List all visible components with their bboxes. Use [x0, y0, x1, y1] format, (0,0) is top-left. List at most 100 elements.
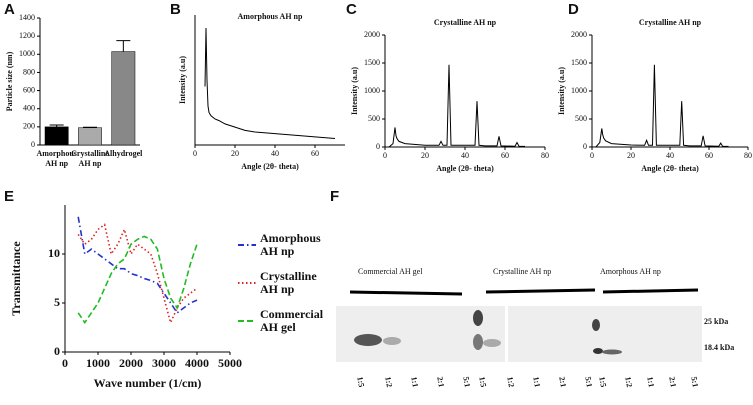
lane-label: 1:5	[355, 376, 366, 388]
panel-label: B	[170, 1, 181, 18]
x-axis-label: Wave number (1/cm)	[94, 376, 202, 390]
x-tick-label: 2000	[119, 356, 143, 370]
panel-label: D	[568, 1, 579, 18]
y-tick-label: 1000	[571, 86, 587, 95]
y-axis-label: Transmittance	[9, 241, 23, 316]
bar	[78, 127, 102, 146]
x-axis-label: Angle (2θ- theta)	[241, 162, 299, 171]
x-tick-label: Alhydrogel	[104, 149, 143, 158]
band	[473, 334, 483, 350]
y-axis-label: Intensity (a.u)	[178, 56, 187, 104]
lane-label: 1:1	[531, 376, 542, 388]
y-tick-label: 1000	[364, 86, 380, 95]
band	[602, 349, 622, 355]
x-tick-label: 80	[744, 151, 752, 160]
x-tick-label: Crystalline AH np	[71, 149, 109, 168]
y-axis-label: Particle size (nm)	[5, 51, 14, 111]
x-tick-label: 3000	[152, 356, 176, 370]
band	[383, 337, 401, 345]
group-label: Commercial AH gel	[358, 267, 423, 276]
group-bar	[349, 290, 463, 296]
bar	[44, 126, 69, 146]
gel-background	[336, 306, 702, 362]
lane-label: 2:1	[667, 376, 678, 388]
data-line	[77, 235, 198, 325]
chart-title: Crystalline AH np	[434, 18, 497, 27]
band	[473, 310, 483, 326]
y-tick-label: 0	[31, 140, 35, 149]
y-tick-label: 400	[23, 104, 35, 113]
data-line	[388, 64, 526, 148]
band	[354, 334, 382, 346]
lane-label: 1:2	[505, 376, 516, 388]
panel-label: A	[4, 1, 15, 18]
x-tick-label: 4000	[185, 356, 209, 370]
lane-label: 5:1	[689, 376, 700, 388]
group-bar	[602, 288, 699, 294]
x-axis-label: Angle (2θ- theta)	[436, 164, 494, 173]
x-tick-label: 0	[193, 149, 197, 158]
x-tick-label: 40	[666, 151, 674, 160]
marker-label: 25 kDa	[704, 317, 728, 326]
gel-image	[336, 306, 702, 362]
legend-label: Crystalline AH np	[260, 269, 317, 296]
x-tick-label: 80	[541, 151, 549, 160]
data-line	[204, 27, 336, 139]
x-tick-label: 20	[231, 149, 239, 158]
y-tick-label: 1200	[19, 31, 35, 40]
lane-label: 1:5	[477, 376, 488, 388]
lane-label: 1:1	[645, 376, 656, 388]
lane-label: 1:2	[623, 376, 634, 388]
chart-title: Crystalline AH np	[639, 18, 702, 27]
x-tick-label: 5000	[218, 356, 242, 370]
y-tick-label: 0	[54, 344, 60, 358]
y-tick-label: 1500	[571, 58, 587, 67]
band	[593, 348, 603, 354]
band	[483, 339, 501, 347]
x-tick-label: 0	[383, 151, 387, 160]
y-tick-label: 200	[23, 122, 35, 131]
lane-label: 1:5	[597, 376, 608, 388]
marker-label: 18.4 kDa	[704, 343, 734, 352]
panel-label: F	[330, 188, 339, 205]
panel-label: E	[4, 188, 14, 205]
lane-label: 5:1	[461, 376, 472, 388]
y-axis-label: Intensity (a.u)	[350, 67, 359, 115]
gel-gap	[505, 306, 508, 362]
data-line	[595, 64, 729, 148]
lane-label: 2:1	[435, 376, 446, 388]
y-tick-label: 500	[368, 114, 380, 123]
chart-title: Amorphous AH np	[238, 12, 303, 21]
y-tick-label: 10	[48, 246, 60, 260]
y-tick-label: 1000	[19, 49, 35, 58]
data-line	[77, 216, 198, 314]
x-tick-label: 60	[705, 151, 713, 160]
y-tick-label: 2000	[364, 30, 380, 39]
bar	[111, 51, 136, 146]
y-tick-label: 800	[23, 67, 35, 76]
y-tick-label: 0	[376, 142, 380, 151]
lane-label: 1:2	[383, 376, 394, 388]
x-tick-label: 0	[590, 151, 594, 160]
x-axis-label: Angle (2θ- theta)	[641, 164, 699, 173]
x-tick-label: Amorphous AH np	[36, 149, 76, 168]
lane-label: 2:1	[557, 376, 568, 388]
y-axis-label: Intensity (a.u)	[557, 67, 566, 115]
y-tick-label: 0	[583, 142, 587, 151]
x-tick-label: 1000	[86, 356, 110, 370]
error-bar	[49, 124, 64, 127]
x-tick-label: 40	[461, 151, 469, 160]
lane-label: 1:1	[409, 376, 420, 388]
y-tick-label: 2000	[571, 30, 587, 39]
x-tick-label: 40	[271, 149, 279, 158]
y-tick-label: 1400	[19, 13, 35, 22]
legend-label: Amorphous AH np	[260, 231, 321, 258]
y-tick-label: 5	[54, 295, 60, 309]
x-tick-label: 20	[421, 151, 429, 160]
x-tick-label: 60	[501, 151, 509, 160]
legend-label: Commercial AH gel	[260, 307, 324, 334]
lane-label: 5:1	[583, 376, 594, 388]
group-label: Crystalline AH np	[493, 267, 551, 276]
panel-label: C	[346, 1, 357, 18]
